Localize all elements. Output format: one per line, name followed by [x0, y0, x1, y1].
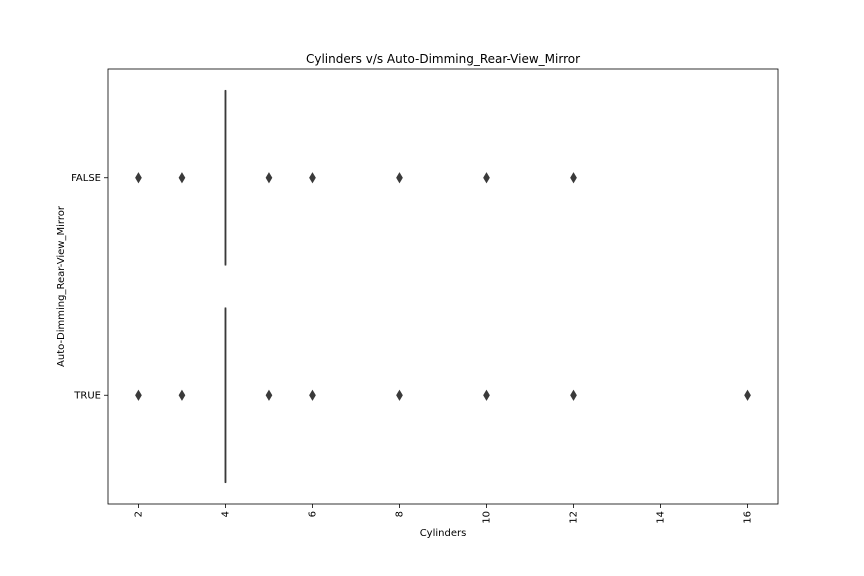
outlier-point [483, 172, 490, 184]
y-axis-ticks: FALSE TRUE [71, 173, 108, 401]
outlier-point [135, 172, 142, 184]
outlier-point [178, 389, 186, 401]
x-tick-label: 14 [656, 511, 667, 524]
outlier-point [135, 389, 142, 401]
x-tick-label: 2 [133, 511, 144, 517]
outlier-point [570, 172, 577, 184]
x-axis-ticks: 2 4 6 8 10 12 14 16 [133, 504, 754, 524]
x-axis-label: Cylinders [420, 528, 467, 539]
outlier-point [396, 389, 403, 401]
y-tick-label: FALSE [71, 173, 101, 184]
y-tick-label: TRUE [73, 390, 101, 401]
outlier-point [178, 172, 186, 184]
outlier-point [265, 172, 273, 184]
outlier-points [135, 172, 751, 401]
x-tick-label: 4 [220, 511, 231, 517]
plot-frame [107, 68, 779, 505]
chart-title: Cylinders v/s Auto-Dimming_Rear-View_Mir… [306, 52, 580, 66]
outlier-point [309, 172, 316, 184]
outlier-point [309, 389, 316, 401]
x-tick-label: 6 [307, 511, 318, 517]
outlier-point [396, 172, 403, 184]
x-tick-label: 12 [569, 511, 580, 524]
x-tick-label: 8 [394, 511, 405, 517]
outlier-point [265, 389, 273, 401]
y-axis-label: Auto-Dimming_Rear-View_Mirror [56, 205, 67, 367]
x-tick-label: 10 [482, 511, 493, 524]
outlier-point [483, 389, 490, 401]
x-tick-label: 16 [743, 511, 754, 524]
outlier-point [744, 389, 751, 401]
outlier-point [570, 389, 577, 401]
